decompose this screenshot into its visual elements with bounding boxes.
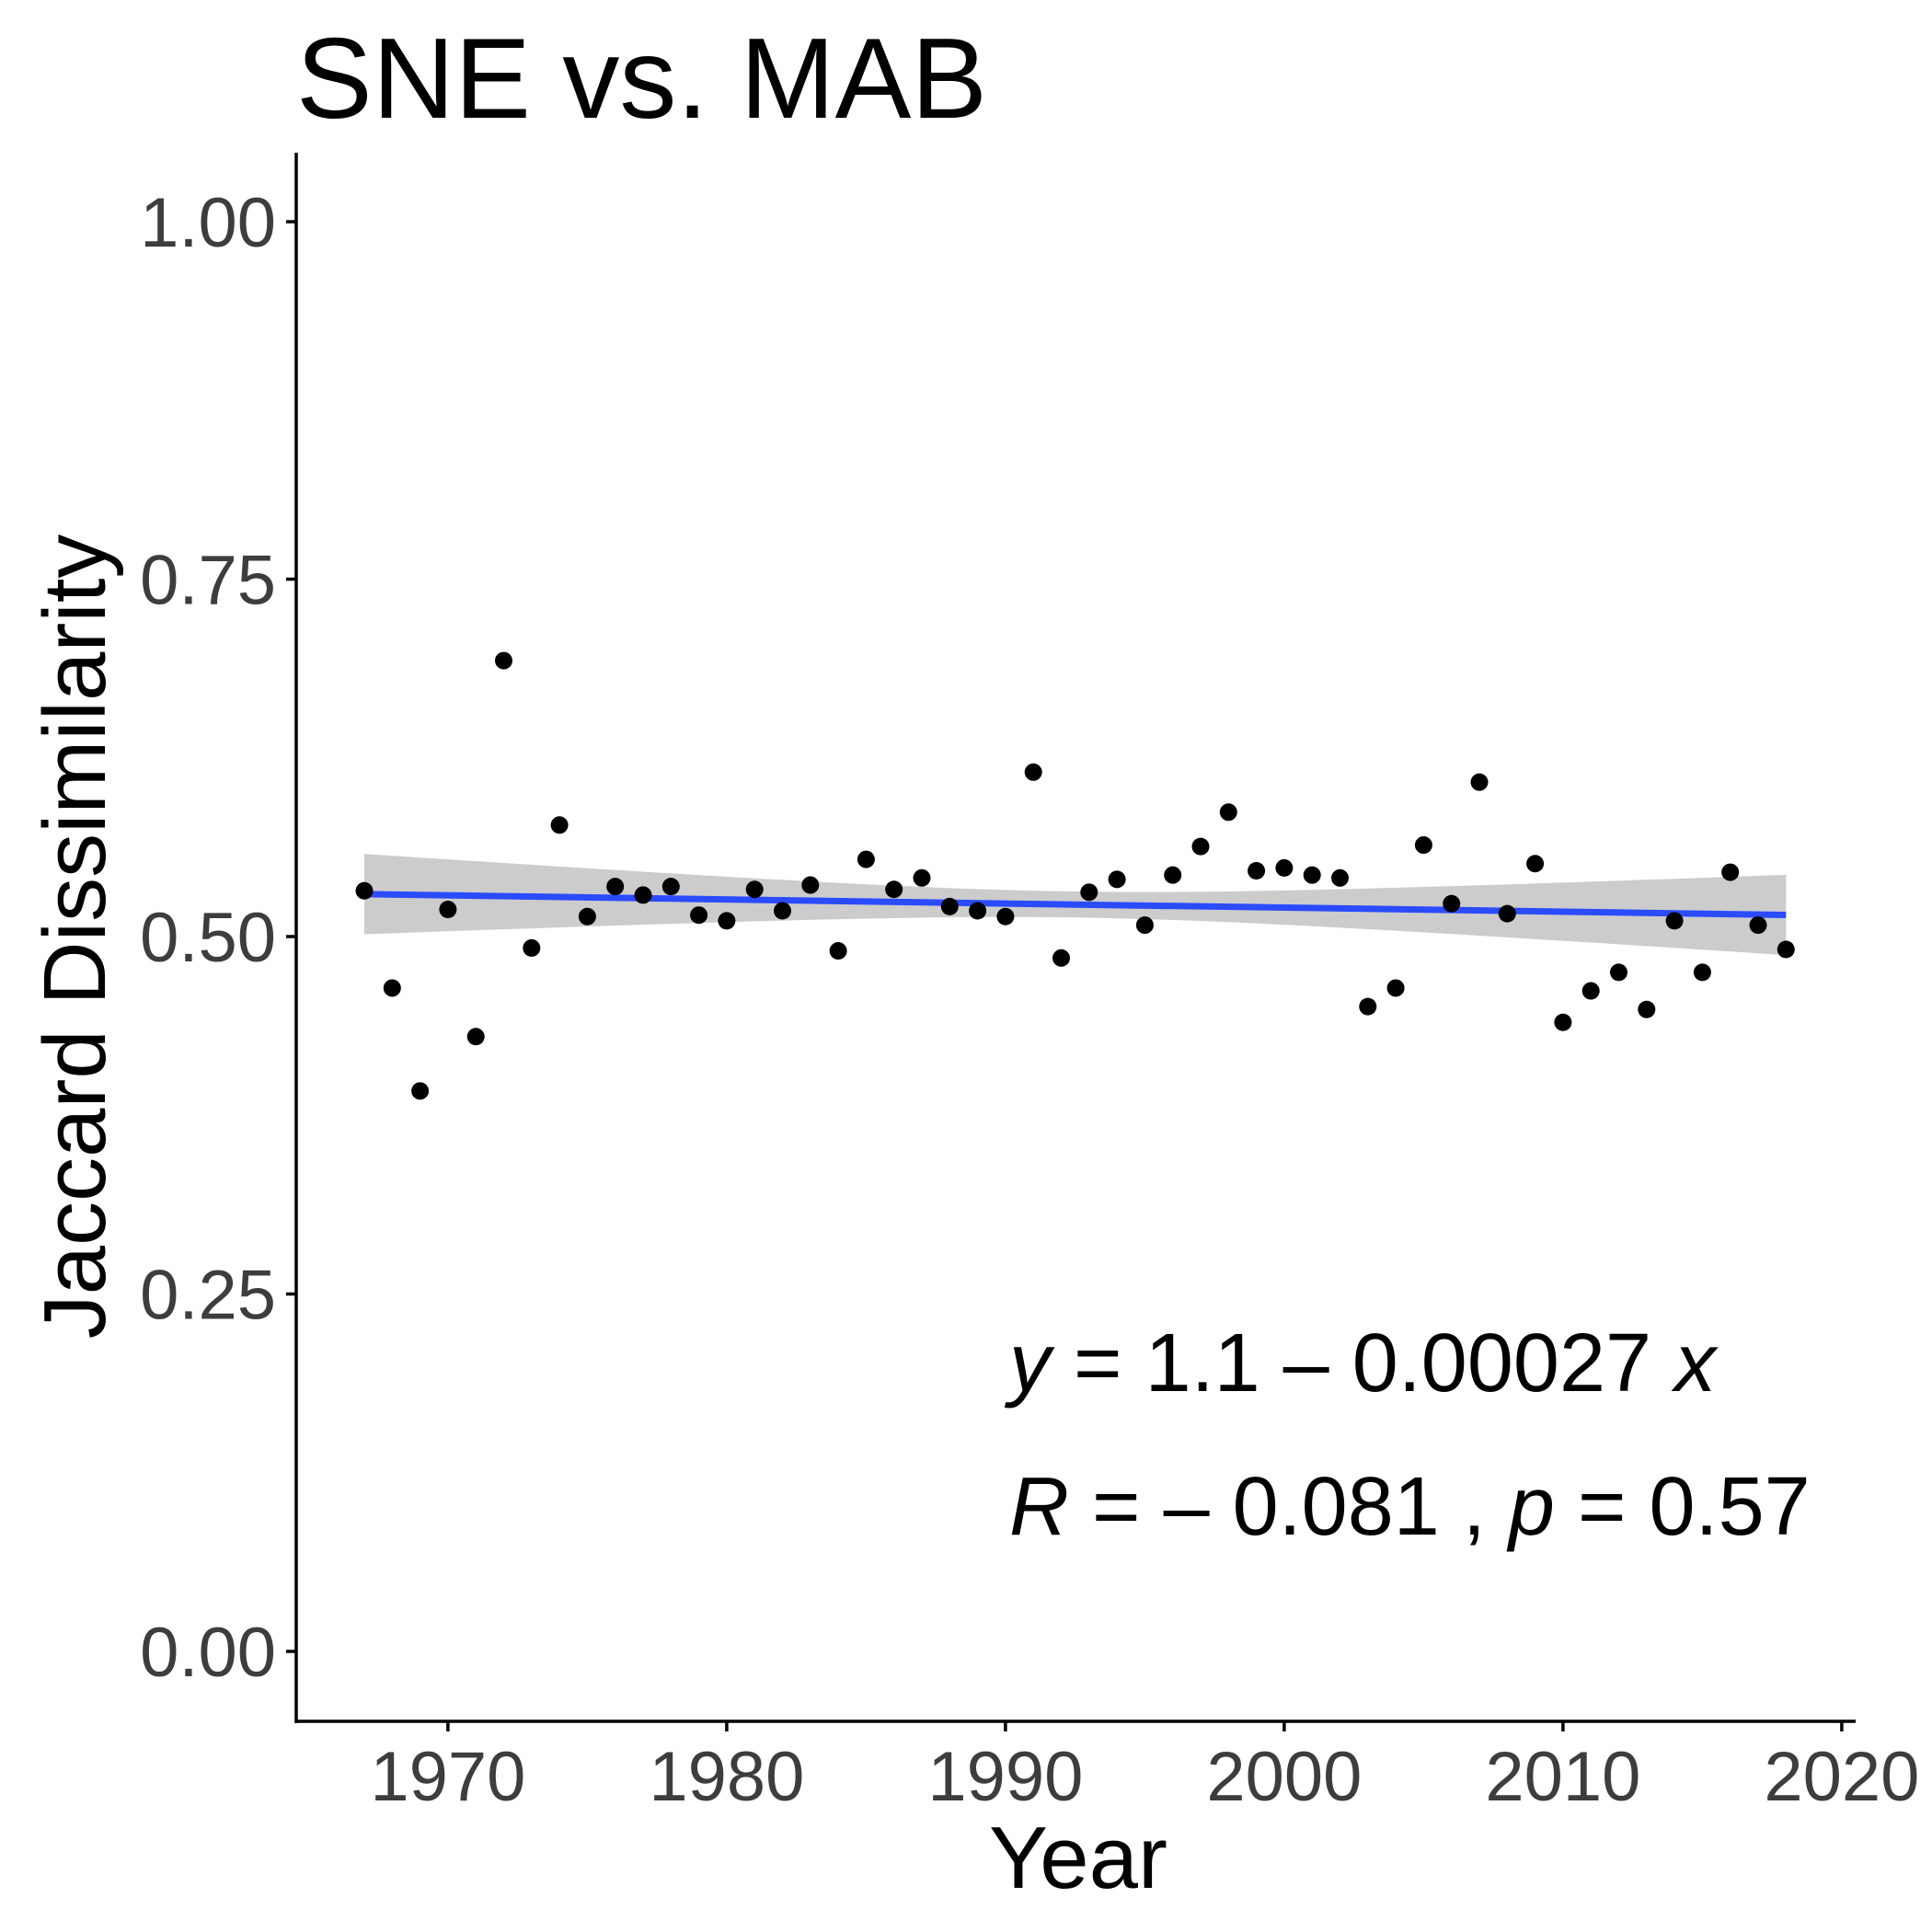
data-points [355, 651, 1795, 1100]
x-tick-label: 1980 [649, 1738, 804, 1816]
data-point [1526, 855, 1545, 873]
data-point [1135, 916, 1154, 935]
x-tick-label: 2000 [1206, 1738, 1362, 1816]
x-tick-label: 1970 [370, 1738, 525, 1816]
data-point [1777, 940, 1795, 959]
equation-y-var: y [1004, 1317, 1055, 1409]
y-axis-title: Jaccard Dissimilarity [26, 535, 124, 1340]
data-point [774, 902, 791, 920]
x-axis-title: Year [989, 1809, 1167, 1907]
data-point [1554, 1013, 1572, 1031]
data-point [1443, 894, 1461, 913]
data-point [1164, 866, 1182, 884]
data-point [913, 868, 931, 887]
x-axis-ticks: 1970 1980 1990 2000 2010 2020 [370, 1721, 1919, 1816]
data-point [1638, 1000, 1656, 1018]
y-axis-ticks: 0.00 0.25 0.50 0.75 1.00 [140, 184, 296, 1692]
data-point [969, 902, 987, 920]
data-point [1219, 803, 1237, 822]
regression-equation: y = 1.1 – 0.00027 x [1004, 1317, 1719, 1409]
data-point [466, 1028, 485, 1046]
data-point [550, 816, 569, 834]
data-point [1414, 836, 1432, 855]
stats-r-var: R [1009, 1461, 1069, 1553]
data-point [940, 897, 959, 915]
data-point [1749, 916, 1767, 935]
x-tick-label: 2010 [1485, 1738, 1640, 1816]
x-tick-label: 1990 [927, 1738, 1083, 1816]
data-point [857, 850, 875, 868]
fit-line-layer [363, 891, 1787, 919]
data-point [1080, 883, 1098, 902]
data-point [1191, 837, 1210, 856]
regression-line [363, 891, 1787, 919]
data-point [523, 938, 541, 957]
data-point [885, 880, 903, 899]
data-point [1275, 858, 1294, 877]
data-point [634, 886, 652, 904]
data-point [661, 878, 680, 896]
stats-p-value: = 0.57 [1555, 1461, 1811, 1553]
data-point [1303, 866, 1321, 884]
correlation-stats: R = – 0.081 , p = 0.57 [1009, 1461, 1811, 1553]
data-point [439, 900, 457, 918]
data-point [829, 942, 847, 960]
data-point [1498, 904, 1516, 923]
data-point [1665, 912, 1684, 930]
y-tick-label: 1.00 [140, 184, 276, 262]
y-tick-label: 0.25 [140, 1257, 276, 1335]
x-tick-label: 2020 [1764, 1738, 1919, 1816]
data-point [1108, 870, 1126, 889]
equation-x-var: x [1671, 1317, 1719, 1409]
chart-title: SNE vs. MAB [296, 16, 987, 143]
data-point [1359, 997, 1377, 1016]
y-tick-label: 0.75 [140, 542, 276, 620]
equation-body: = 1.1 – 0.00027 [1051, 1317, 1674, 1409]
y-tick-label: 0.00 [140, 1614, 276, 1692]
data-point [1024, 763, 1042, 781]
data-point [1386, 979, 1405, 997]
data-point [1248, 862, 1266, 880]
stats-r-value: = – 0.081 , [1069, 1461, 1509, 1553]
data-point [1052, 949, 1070, 967]
data-point [690, 906, 708, 925]
data-point [383, 979, 401, 997]
data-point [745, 880, 764, 899]
data-point [411, 1082, 430, 1100]
stats-p-var: p [1506, 1461, 1555, 1553]
data-point [718, 912, 736, 930]
data-point [1470, 773, 1489, 791]
data-point [1331, 868, 1349, 887]
data-point [578, 907, 596, 926]
data-point [355, 881, 374, 900]
data-point [1581, 982, 1600, 1000]
data-point [996, 907, 1015, 926]
data-point [495, 651, 512, 670]
data-point [606, 878, 625, 896]
data-point [1721, 863, 1740, 881]
data-point [1693, 963, 1711, 982]
data-point [1610, 963, 1627, 982]
y-tick-label: 0.50 [140, 899, 276, 977]
data-point [801, 876, 820, 894]
